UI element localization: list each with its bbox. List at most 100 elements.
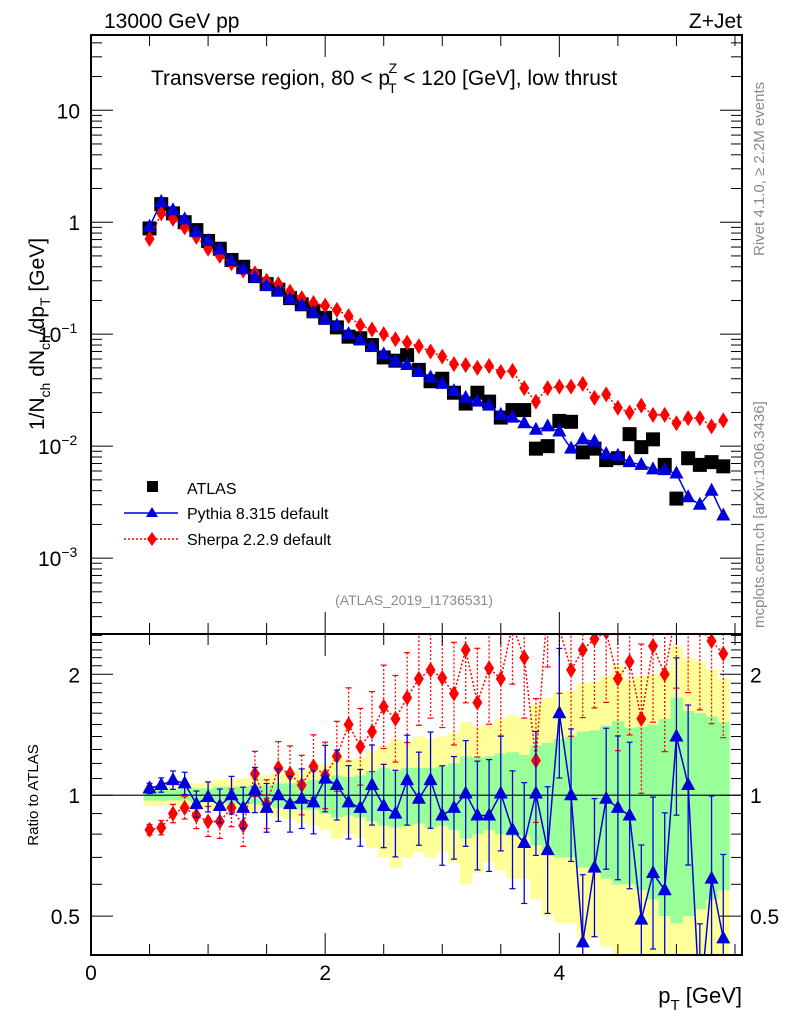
- data-point-pythia: [482, 397, 497, 411]
- data-point-sherpa: [589, 389, 600, 406]
- ratio-point-sherpa: [355, 738, 366, 755]
- data-point-pythia: [388, 353, 403, 367]
- ratio-point-pythia: [400, 772, 415, 786]
- data-point-atlas: [704, 455, 719, 470]
- ratio-point-sherpa: [566, 662, 577, 679]
- ratio-point-pythia: [458, 785, 473, 799]
- ratio-point-pythia: [634, 911, 649, 925]
- data-point-sherpa: [320, 297, 331, 314]
- ratio-point-sherpa: [519, 649, 530, 666]
- ratio-point-pythia: [189, 796, 204, 810]
- data-point-pythia: [189, 223, 204, 237]
- data-point-sherpa: [156, 205, 167, 222]
- ratio-point-pythia: [177, 775, 192, 789]
- data-point-pythia: [657, 462, 672, 476]
- data-point-sherpa: [718, 412, 729, 429]
- data-point-sherpa: [472, 359, 483, 376]
- data-point-pythia: [306, 304, 321, 318]
- ratio-point-sherpa: [577, 641, 588, 658]
- data-point-pythia: [271, 283, 286, 297]
- legend: ATLAS Pythia 8.315 default Sherpa 2.2.9 …: [124, 481, 332, 549]
- ratio-point-pythia: [517, 835, 532, 849]
- ratio-point-sherpa: [390, 710, 401, 727]
- data-point-sherpa: [367, 321, 378, 338]
- data-point-pythia: [201, 232, 216, 246]
- data-point-atlas: [681, 451, 696, 466]
- ratio-point-sherpa: [636, 710, 647, 727]
- data-point-sherpa: [659, 406, 670, 423]
- data-point-pythia: [165, 202, 180, 216]
- data-point-sherpa: [402, 334, 413, 351]
- data-point-pythia: [411, 363, 426, 377]
- ratio-point-pythia: [599, 790, 614, 804]
- data-point-atlas: [622, 427, 637, 442]
- ratio-point-sherpa: [706, 634, 717, 650]
- data-point-sherpa: [706, 418, 717, 435]
- data-point-pythia: [540, 418, 555, 432]
- plot-title-post: < 120 [GeV], low thrust: [397, 67, 617, 90]
- ratio-point-pythia: [294, 790, 309, 804]
- ratio-point-pythia: [423, 772, 438, 786]
- ratio-point-pythia: [646, 865, 661, 879]
- data-point-pythia: [610, 447, 625, 461]
- data-point-pythia: [493, 406, 508, 420]
- data-point-pythia: [681, 489, 696, 503]
- ratio-point-sherpa: [402, 689, 413, 706]
- ratio-point-sherpa: [448, 685, 459, 702]
- data-point-sherpa: [566, 378, 577, 395]
- x-tick-label: 0: [85, 962, 97, 985]
- data-point-pythia: [622, 454, 637, 468]
- data-point-sherpa: [683, 410, 694, 427]
- data-point-sherpa: [648, 406, 659, 423]
- ratio-series: [142, 634, 731, 955]
- ratio-point-pythia: [505, 821, 520, 835]
- data-point-pythia: [247, 269, 262, 283]
- ratio-point-sherpa: [273, 759, 284, 776]
- ratio-point-pythia: [142, 780, 157, 794]
- data-point-sherpa: [519, 380, 530, 397]
- legend-item-pythia: Pythia 8.315 default: [124, 506, 329, 523]
- data-point-pythia: [259, 277, 274, 291]
- data-point-sherpa: [671, 415, 682, 432]
- data-point-sherpa: [460, 357, 471, 374]
- header-energy: 13000 GeV pp: [104, 10, 239, 33]
- data-point-pythia: [341, 326, 356, 340]
- ratio-point-pythia: [376, 797, 391, 811]
- ratio-point-pythia: [564, 787, 579, 801]
- y-tick-label: 10−2: [38, 432, 78, 459]
- ratio-point-pythia: [306, 794, 321, 808]
- data-point-pythia: [236, 261, 251, 275]
- header-process: Z+Jet: [689, 10, 742, 33]
- data-point-atlas: [470, 385, 485, 400]
- data-point-pythia: [575, 431, 590, 445]
- data-point-pythia: [365, 338, 380, 352]
- ratio-frame: [90, 633, 743, 956]
- data-point-atlas: [669, 491, 684, 506]
- ratio-point-pythia: [259, 799, 274, 813]
- ratio-point-sherpa: [285, 765, 296, 782]
- main-ylabel: 1/Nch dNch/dpT [GeV]: [26, 238, 53, 430]
- uncertainty-band-inner: [635, 726, 648, 891]
- reference-label: (ATLAS_2019_I1736531): [335, 592, 493, 608]
- ratio-point-pythia: [388, 805, 403, 819]
- ratio-point-sherpa: [437, 669, 448, 686]
- ratio-point-pythia: [669, 728, 684, 742]
- data-point-pythia: [142, 218, 157, 232]
- ratio-panel: 2 2 1 1 0.5 0.5 0 2 4 Ratio to ATLAS pT [GeV]: [25, 633, 779, 1014]
- ratio-point-pythia: [482, 807, 497, 821]
- ratio-y-tick-label: 0.5: [51, 906, 80, 929]
- x-tick-label: 2: [319, 962, 331, 985]
- ratio-point-pythia: [247, 782, 262, 796]
- data-point-pythia: [599, 446, 614, 460]
- data-point-sherpa: [355, 317, 366, 334]
- data-point-pythia: [423, 369, 438, 383]
- legend-label-sherpa: Sherpa 2.2.9 default: [187, 532, 332, 549]
- ratio-point-pythia: [552, 705, 567, 719]
- data-point-pythia: [517, 415, 532, 429]
- legend-item-atlas: ATLAS: [147, 481, 237, 498]
- ratio-point-sherpa: [460, 641, 471, 658]
- data-point-pythia: [716, 507, 731, 521]
- legend-label-pythia: Pythia 8.315 default: [187, 506, 329, 523]
- data-point-pythia: [353, 332, 368, 346]
